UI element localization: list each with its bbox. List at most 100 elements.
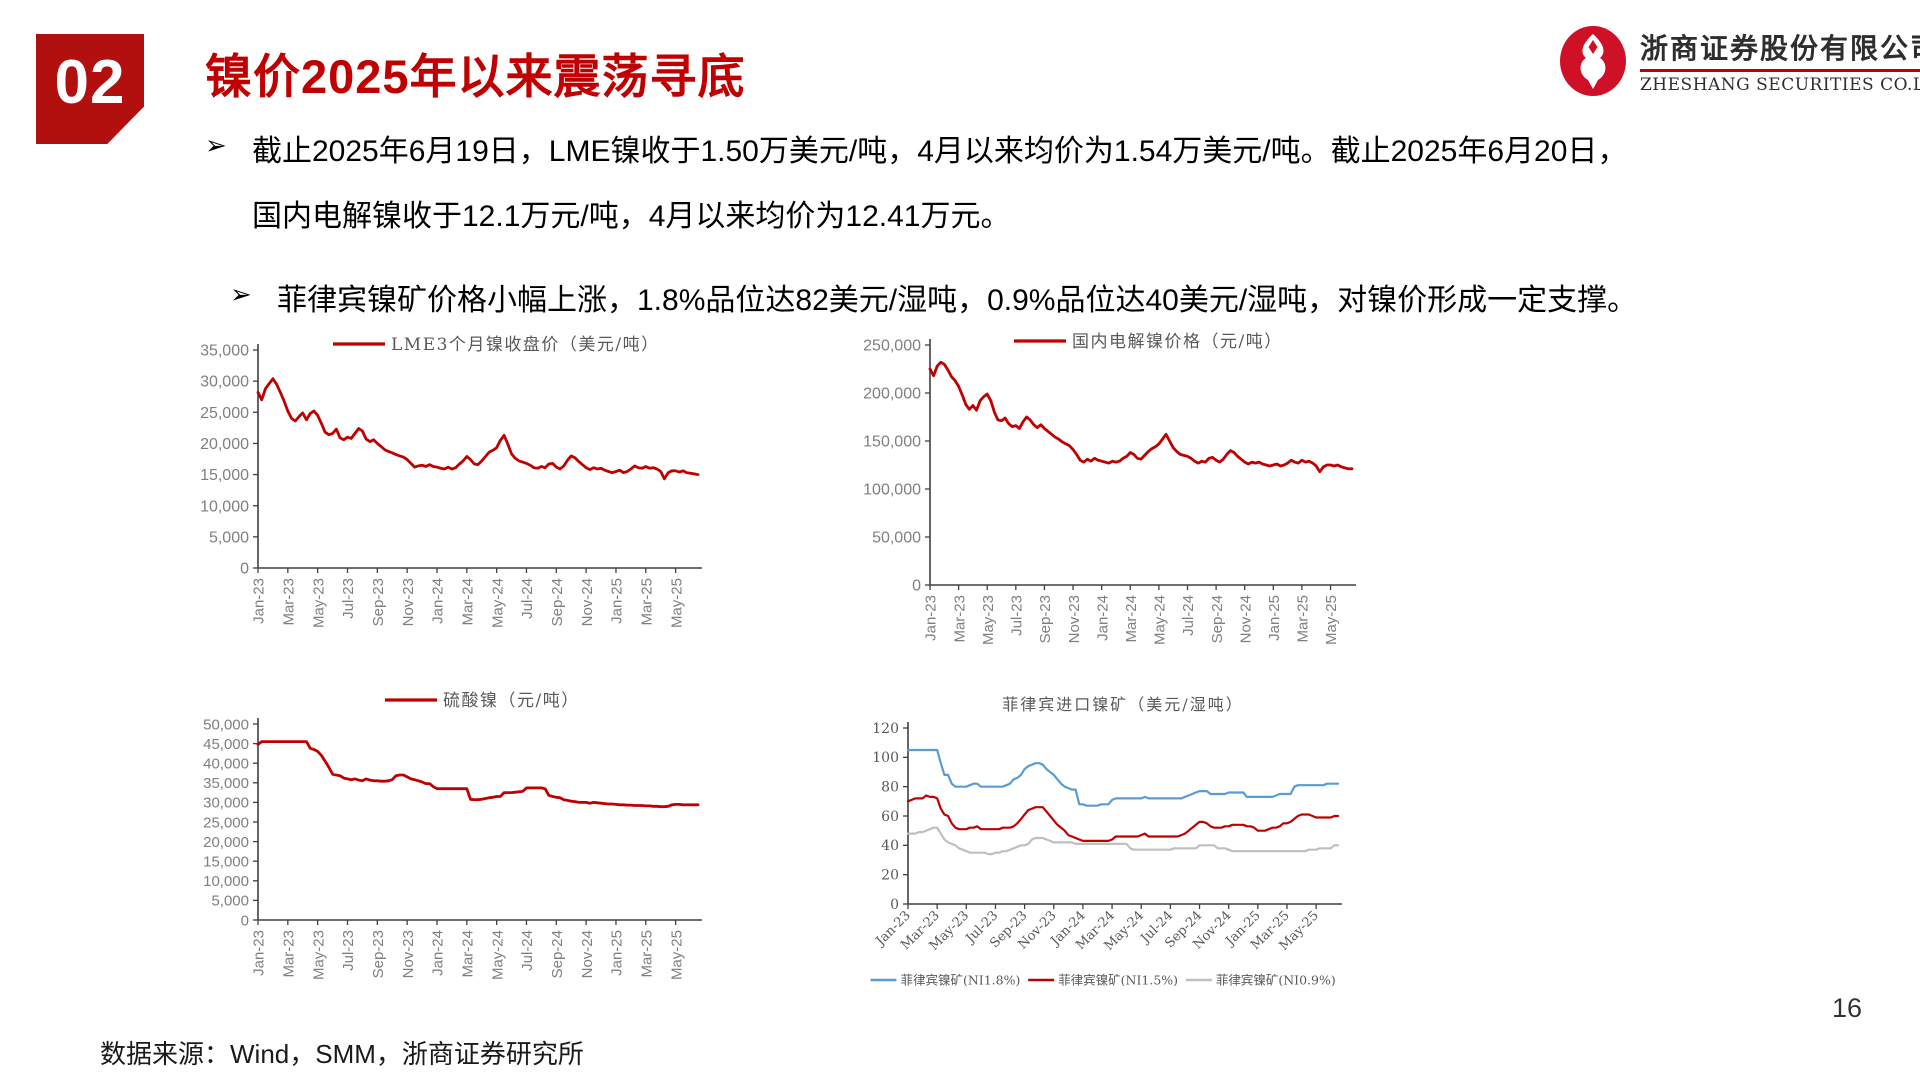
section-number: 02 [54, 47, 126, 117]
svg-text:Sep-23: Sep-23 [370, 578, 387, 626]
chart-philippine-nickel-ore-price: 0 20 40 60 80 100 120 Jan-23 Mar-23 May-23 Jul-23 S… [850, 692, 1350, 995]
svg-text:国内电解镍价格（元/吨）: 国内电解镍价格（元/吨） [1072, 332, 1283, 352]
svg-text:25,000: 25,000 [203, 814, 249, 831]
svg-text:菲律宾镍矿(NI1.8%): 菲律宾镍矿(NI1.8%) [900, 973, 1020, 988]
company-name-en: ZHESHANG SECURITIES CO.LTD [1640, 75, 1920, 95]
svg-text:Sep-23: Sep-23 [1037, 595, 1054, 643]
svg-text:Mar-23: Mar-23 [281, 930, 298, 978]
svg-text:50,000: 50,000 [203, 716, 249, 733]
svg-text:Jan-25: Jan-25 [1266, 595, 1283, 641]
chart-nickel-sulfate-price: 0 5,000 10,000 15,000 20,000 25,000 30,000 35,0… [170, 688, 710, 1023]
company-logo: 浙商证券股份有限公司 ZHESHANG SECURITIES CO.LTD [1556, 24, 1920, 98]
svg-text:Mar-24: Mar-24 [460, 578, 477, 626]
svg-text:Jan-24: Jan-24 [430, 578, 447, 624]
svg-text:Sep-24: Sep-24 [1209, 595, 1226, 643]
svg-text:35,000: 35,000 [200, 343, 249, 360]
svg-text:0: 0 [241, 912, 249, 929]
svg-text:Jul-23: Jul-23 [340, 930, 357, 971]
svg-text:硫酸镍（元/吨）: 硫酸镍（元/吨） [443, 691, 580, 711]
svg-text:Jul-24: Jul-24 [1180, 595, 1197, 636]
svg-text:0: 0 [912, 578, 921, 595]
svg-text:Nov-23: Nov-23 [1066, 595, 1083, 643]
svg-text:Jan-23: Jan-23 [251, 930, 268, 976]
svg-text:Jan-24: Jan-24 [1094, 595, 1111, 641]
zheshang-logo-icon [1560, 26, 1626, 96]
svg-text:5,000: 5,000 [211, 893, 249, 910]
svg-text:Jan-25: Jan-25 [609, 578, 626, 624]
svg-text:20,000: 20,000 [200, 436, 249, 453]
svg-text:Mar-25: Mar-25 [638, 930, 655, 978]
svg-text:10,000: 10,000 [203, 873, 249, 890]
svg-text:10,000: 10,000 [200, 498, 249, 515]
svg-text:Sep-24: Sep-24 [549, 578, 566, 626]
svg-text:May-24: May-24 [1152, 595, 1169, 645]
bullet-1-marker: ➢ [205, 130, 227, 160]
svg-text:40,000: 40,000 [203, 755, 249, 772]
svg-text:May-23: May-23 [980, 595, 997, 645]
bullet-2-marker: ➢ [230, 279, 252, 309]
svg-text:5,000: 5,000 [209, 529, 249, 546]
svg-text:30,000: 30,000 [203, 795, 249, 812]
svg-text:Jul-23: Jul-23 [340, 578, 357, 619]
bullet-1-line-1: 截止2025年6月19日，LME镍收于1.50万美元/吨，4月以来均价为1.54… [252, 135, 1628, 168]
svg-text:May-24: May-24 [489, 578, 506, 628]
svg-text:35,000: 35,000 [203, 775, 249, 792]
svg-text:0: 0 [240, 561, 249, 578]
svg-text:30,000: 30,000 [200, 374, 249, 391]
svg-text:Jan-25: Jan-25 [609, 930, 626, 976]
svg-text:0: 0 [890, 897, 899, 913]
svg-text:菲律宾进口镍矿（美元/湿吨）: 菲律宾进口镍矿（美元/湿吨） [1002, 695, 1243, 714]
svg-text:May-25: May-25 [1323, 595, 1340, 645]
svg-text:Mar-23: Mar-23 [281, 578, 298, 626]
svg-text:20,000: 20,000 [203, 834, 249, 851]
svg-text:25,000: 25,000 [200, 405, 249, 422]
svg-text:45,000: 45,000 [203, 736, 249, 753]
svg-text:Nov-24: Nov-24 [579, 930, 596, 978]
svg-text:Jul-23: Jul-23 [1009, 595, 1026, 636]
page-title: 镍价2025年以来震荡寻底 [205, 50, 746, 103]
svg-text:Nov-23: Nov-23 [400, 930, 417, 978]
chart-lme-nickel-price: 0 5,000 10,000 15,000 20,000 25,000 30,000 35,0… [170, 328, 710, 668]
chart-domestic-electrolytic-nickel-price: 0 50,000 100,000 150,000 200,000 250,000 Jan-2… [830, 323, 1360, 683]
svg-text:15,000: 15,000 [203, 853, 249, 870]
svg-text:Nov-24: Nov-24 [1237, 595, 1254, 643]
svg-text:Mar-24: Mar-24 [1123, 595, 1140, 643]
svg-text:菲律宾镍矿(NI0.9%): 菲律宾镍矿(NI0.9%) [1216, 973, 1336, 988]
svg-text:Mar-25: Mar-25 [1295, 595, 1312, 643]
svg-text:120: 120 [872, 721, 899, 737]
svg-text:80: 80 [881, 780, 899, 796]
svg-text:Jan-23: Jan-23 [251, 578, 268, 624]
svg-text:May-25: May-25 [668, 578, 685, 628]
svg-text:40: 40 [881, 838, 899, 854]
svg-text:250,000: 250,000 [863, 338, 921, 355]
svg-text:Mar-24: Mar-24 [460, 930, 477, 978]
svg-text:200,000: 200,000 [863, 386, 921, 403]
svg-text:20: 20 [881, 868, 899, 884]
svg-text:100: 100 [872, 750, 899, 766]
svg-text:Nov-23: Nov-23 [400, 578, 417, 626]
svg-text:May-24: May-24 [489, 930, 506, 980]
svg-text:Jan-23: Jan-23 [923, 595, 940, 641]
page-number: 16 [1832, 993, 1863, 1023]
svg-text:May-23: May-23 [310, 578, 327, 628]
bullet-2-text: 菲律宾镍矿价格小幅上涨，1.8%品位达82美元/湿吨，0.9%品位达40美元/湿… [277, 284, 1638, 317]
svg-text:15,000: 15,000 [200, 467, 249, 484]
svg-text:Jul-24: Jul-24 [519, 578, 536, 619]
svg-text:Sep-24: Sep-24 [549, 930, 566, 978]
svg-text:100,000: 100,000 [863, 482, 921, 499]
data-source-note: 数据来源：Wind，SMM，浙商证券研究所 [100, 1039, 584, 1069]
svg-text:Nov-24: Nov-24 [579, 578, 596, 626]
logo-underline [1640, 69, 1920, 72]
svg-text:Mar-23: Mar-23 [951, 595, 968, 643]
svg-text:Sep-23: Sep-23 [370, 930, 387, 978]
svg-text:Jan-24: Jan-24 [430, 930, 447, 976]
company-name-cn: 浙商证券股份有限公司 [1640, 32, 1920, 65]
svg-text:Mar-25: Mar-25 [638, 578, 655, 626]
svg-text:LME3个月镍收盘价（美元/吨）: LME3个月镍收盘价（美元/吨） [391, 335, 660, 355]
bullet-1-line-2: 国内电解镍收于12.1万元/吨，4月以来均价为12.41万元。 [252, 200, 1011, 233]
svg-text:菲律宾镍矿(NI1.5%): 菲律宾镍矿(NI1.5%) [1058, 973, 1178, 988]
svg-text:Jul-24: Jul-24 [519, 930, 536, 971]
svg-text:150,000: 150,000 [863, 434, 921, 451]
svg-text:60: 60 [881, 809, 899, 825]
